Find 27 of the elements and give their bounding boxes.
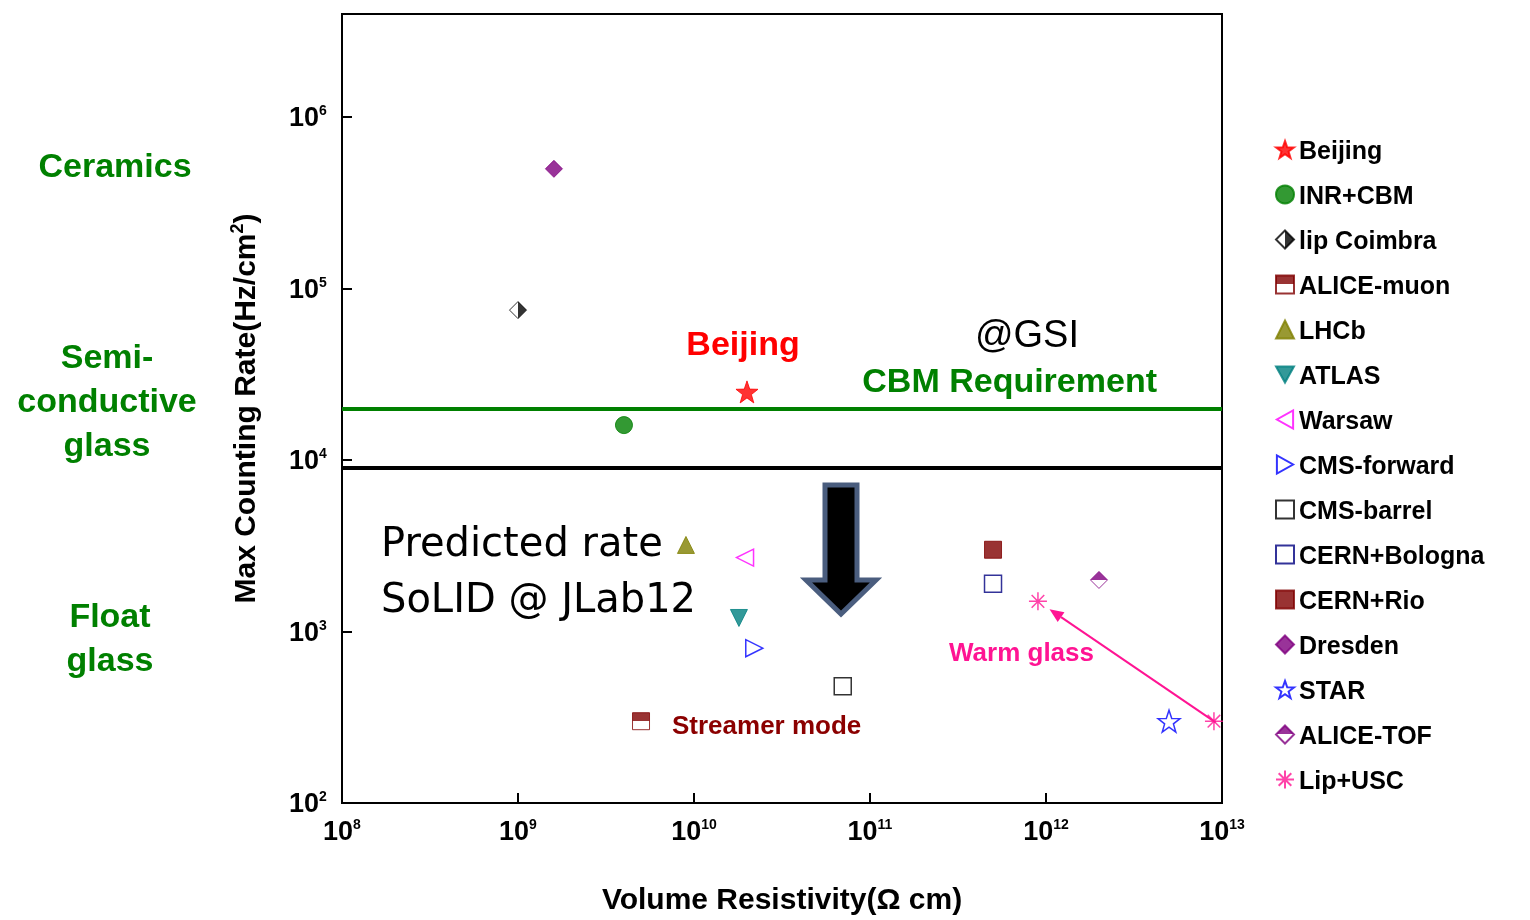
legend-label: LHCb (1299, 315, 1366, 344)
annotation: @GSI (974, 313, 1080, 355)
legend-label: INR+CBM (1299, 180, 1414, 209)
legend-label: Lip+USC (1299, 765, 1404, 794)
text: Ceramics (38, 146, 192, 184)
text: Float glass (66, 595, 154, 679)
legend-label: ALICE-TOF (1299, 720, 1432, 749)
legend-label: CMS-forward (1299, 450, 1455, 479)
legend-label: lip Coimbra (1299, 225, 1438, 254)
annotation: Beijing (686, 324, 800, 362)
annotation: Predicted rate (381, 519, 663, 565)
legend-label: STAR (1299, 675, 1366, 704)
annotation: SoLID @ JLab12 (381, 575, 697, 621)
legend-label: CERN+Rio (1299, 585, 1425, 614)
x-axis-title: Volume Resistivity(Ω cm) (601, 881, 963, 915)
legend-label: Beijing (1299, 135, 1383, 164)
legend-label: CERN+Bologna (1299, 540, 1486, 569)
legend-label: ATLAS (1299, 360, 1381, 389)
legend-label: ALICE-muon (1299, 270, 1451, 299)
text: Semi-conductive glass (17, 336, 197, 464)
annotation: Streamer mode (672, 710, 862, 740)
legend-label: CMS-barrel (1299, 495, 1433, 524)
legend-label: Dresden (1299, 630, 1400, 659)
y-axis-title: Max Counting Rate(Hz/cm2) (227, 213, 261, 604)
legend-label: Warsaw (1299, 405, 1394, 434)
annotation: Warm glass (949, 637, 1094, 667)
ref-line-label: CBM Requirement (862, 360, 1157, 399)
